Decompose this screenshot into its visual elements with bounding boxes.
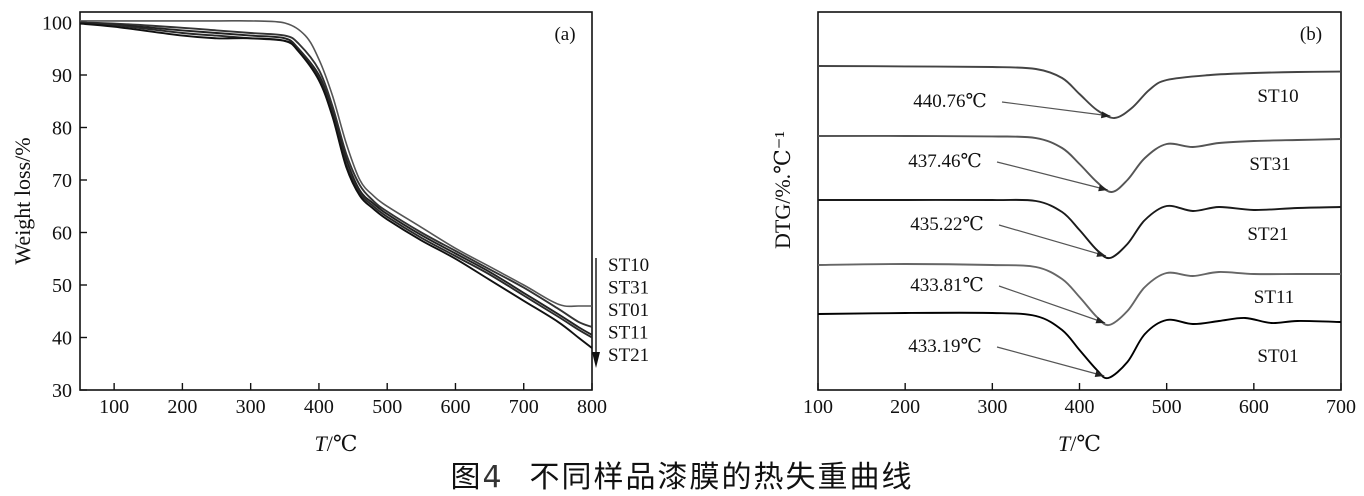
chart-panel-b: 100 200 300 400 500 600 700 440.76℃ ST10 437.46℃ S… xyxy=(770,11,1356,456)
x-tick-label-b: 700 xyxy=(1326,396,1356,418)
caption-text: 不同样品漆膜的热失重曲线 xyxy=(529,460,914,495)
y-tick-label-a: 90 xyxy=(52,65,72,87)
caption-number: 4 xyxy=(482,460,504,495)
series-line-b-st11 xyxy=(817,263,1341,327)
series-line-b-st31 xyxy=(817,135,1342,193)
x-axis-label-a: T/℃ xyxy=(315,431,358,456)
legend-arrow-head-a xyxy=(592,352,600,368)
y-axis-label-a: Weight loss/% xyxy=(10,137,35,264)
plot-frame-b xyxy=(817,11,1342,391)
peak-annotation-b-st10: 440.76℃ xyxy=(913,91,987,112)
series-line-a-st21 xyxy=(79,22,593,349)
legend-label-a-st10: ST10 xyxy=(608,255,649,276)
x-tick-label-b: 400 xyxy=(1065,396,1095,418)
y-tick-label-a: 100 xyxy=(42,13,72,35)
series-label-b-st21: ST21 xyxy=(1247,224,1288,245)
peak-pointer-line-b xyxy=(998,224,1107,257)
legend-label-a-st11: ST11 xyxy=(608,323,648,344)
x-tick-label-b: 200 xyxy=(890,396,920,418)
y-tick-label-a: 30 xyxy=(52,380,72,402)
x-tick-label-a: 100 xyxy=(99,396,129,418)
x-tick-label-a: 700 xyxy=(509,396,539,418)
y-tick-label-a: 60 xyxy=(52,223,72,245)
panel-label-a: (a) xyxy=(554,24,575,45)
series-label-b-st01: ST01 xyxy=(1257,346,1298,367)
series-line-a-st10 xyxy=(79,19,592,308)
series-line-b-st01 xyxy=(817,311,1342,380)
legend-label-a-st21: ST21 xyxy=(608,345,649,366)
x-tick-label-a: 200 xyxy=(167,396,197,418)
legend-label-a-st01: ST01 xyxy=(608,300,649,321)
peak-annotation-b-st31: 437.46℃ xyxy=(908,151,982,172)
peak-pointer-line-b xyxy=(1001,101,1111,117)
peak-annotation-b-st11: 433.81℃ xyxy=(910,275,984,296)
series-line-a-st31 xyxy=(79,21,593,328)
series-line-b-st21 xyxy=(818,198,1342,260)
x-tick-label-a: 600 xyxy=(440,396,470,418)
peak-annotation-b-st21: 435.22℃ xyxy=(910,214,984,235)
caption-prefix: 图 xyxy=(450,460,483,495)
peak-pointer-head-b xyxy=(1095,316,1106,324)
y-tick-label-a: 40 xyxy=(52,328,72,350)
series-line-a-st11 xyxy=(79,21,593,339)
y-tick-label-a: 50 xyxy=(52,275,72,297)
peak-pointer-line-b xyxy=(996,346,1105,377)
x-axis-label-b: T/℃ xyxy=(1058,431,1101,456)
series-line-a-st01 xyxy=(79,21,593,336)
x-tick-label-a: 800 xyxy=(577,396,607,418)
x-tick-label-b: 100 xyxy=(803,396,833,418)
chart-panel-a: 100 200 300 400 500 600 700 800 30 40 50 60 70 80 90 10… xyxy=(10,11,649,456)
series-label-b-st10: ST10 xyxy=(1257,86,1298,107)
x-tick-label-a: 300 xyxy=(236,396,266,418)
series-line-b-st10 xyxy=(817,65,1342,119)
peak-pointer-line-b xyxy=(998,285,1106,324)
x-tick-label-a: 500 xyxy=(372,396,402,418)
x-tick-label-b: 300 xyxy=(977,396,1007,418)
y-tick-label-a: 70 xyxy=(52,170,72,192)
figure-caption: 图4 不同样品漆膜的热失重曲线 xyxy=(0,452,1364,496)
legend-label-a-st31: ST31 xyxy=(608,278,649,299)
plot-frame-a xyxy=(79,11,593,391)
x-tick-label-a: 400 xyxy=(304,396,334,418)
panel-label-b: (b) xyxy=(1300,24,1322,45)
y-tick-label-a: 80 xyxy=(52,118,72,140)
series-label-b-st31: ST31 xyxy=(1249,154,1290,175)
peak-pointer-head-b xyxy=(1098,184,1108,192)
x-tick-label-b: 500 xyxy=(1152,396,1182,418)
peak-annotation-b-st01: 433.19℃ xyxy=(908,336,982,357)
peak-pointer-line-b xyxy=(996,161,1108,191)
y-axis-label-b: DTG/%.℃⁻¹ xyxy=(770,131,795,249)
peak-pointer-head-b xyxy=(1094,370,1105,377)
peak-pointer-head-b xyxy=(1101,111,1111,119)
series-label-b-st11: ST11 xyxy=(1254,287,1294,308)
peak-pointer-head-b xyxy=(1096,250,1106,257)
x-tick-label-b: 600 xyxy=(1239,396,1269,418)
